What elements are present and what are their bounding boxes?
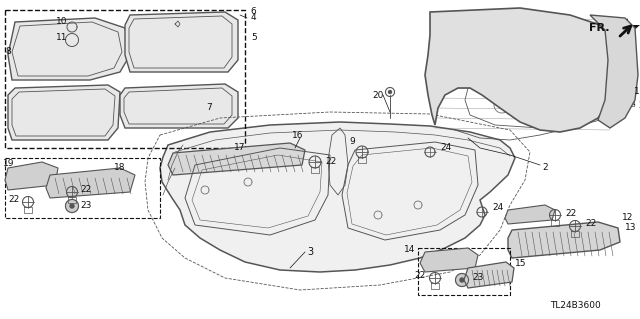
Polygon shape [160, 122, 515, 272]
Text: 22: 22 [8, 196, 19, 204]
Text: FR.: FR. [589, 23, 610, 33]
Polygon shape [505, 205, 555, 224]
Polygon shape [615, 18, 640, 40]
Text: 4: 4 [251, 13, 257, 23]
Circle shape [388, 91, 392, 93]
Text: 22: 22 [415, 271, 426, 279]
Text: 20: 20 [372, 91, 384, 100]
Polygon shape [8, 18, 130, 80]
Text: 15: 15 [515, 258, 527, 268]
Polygon shape [65, 199, 79, 212]
Text: TL24B3600: TL24B3600 [550, 300, 600, 309]
Polygon shape [590, 15, 638, 128]
Polygon shape [125, 12, 238, 72]
Polygon shape [464, 262, 514, 288]
Text: 3: 3 [307, 247, 313, 257]
Text: 18: 18 [115, 164, 125, 173]
Text: 9: 9 [349, 137, 355, 146]
Text: 23: 23 [80, 201, 92, 210]
Text: 22: 22 [325, 158, 336, 167]
Text: 1: 1 [634, 87, 640, 97]
Polygon shape [46, 168, 135, 198]
Text: 24: 24 [440, 144, 451, 152]
Text: 16: 16 [292, 130, 304, 139]
Text: 21: 21 [638, 100, 640, 109]
Text: 13: 13 [625, 224, 637, 233]
Text: 19: 19 [3, 160, 15, 168]
Text: 7: 7 [206, 103, 212, 113]
Text: 23: 23 [472, 273, 483, 283]
Text: 11: 11 [56, 33, 68, 41]
Text: 5: 5 [251, 33, 257, 42]
Polygon shape [5, 162, 58, 190]
Text: 22: 22 [585, 219, 596, 228]
Polygon shape [508, 222, 620, 258]
Text: 6: 6 [250, 8, 256, 17]
Circle shape [67, 35, 77, 45]
Polygon shape [8, 85, 120, 140]
Text: 24: 24 [492, 204, 503, 212]
Text: 22: 22 [80, 186, 92, 195]
Text: 17: 17 [234, 143, 246, 152]
Text: 8: 8 [5, 48, 11, 56]
Text: 12: 12 [622, 213, 634, 222]
Polygon shape [420, 248, 478, 272]
Circle shape [460, 278, 464, 282]
Text: 14: 14 [404, 246, 415, 255]
Text: 10: 10 [56, 18, 68, 26]
Polygon shape [456, 273, 468, 286]
Circle shape [70, 204, 74, 208]
Polygon shape [120, 84, 238, 128]
Text: 22: 22 [565, 209, 576, 218]
Polygon shape [425, 8, 618, 132]
Text: 2: 2 [542, 164, 548, 173]
Polygon shape [168, 143, 305, 175]
Circle shape [68, 23, 76, 31]
